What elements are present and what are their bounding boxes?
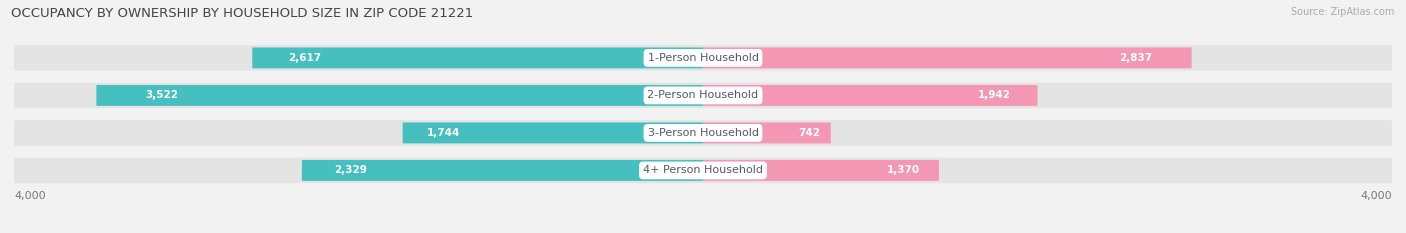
Text: 2-Person Household: 2-Person Household xyxy=(647,90,759,100)
FancyBboxPatch shape xyxy=(252,48,703,68)
FancyBboxPatch shape xyxy=(703,48,1192,68)
FancyBboxPatch shape xyxy=(14,158,1392,183)
Text: 4+ Person Household: 4+ Person Household xyxy=(643,165,763,175)
FancyBboxPatch shape xyxy=(302,160,703,181)
FancyBboxPatch shape xyxy=(703,160,939,181)
Text: 742: 742 xyxy=(799,128,821,138)
FancyBboxPatch shape xyxy=(97,85,703,106)
Text: 3,522: 3,522 xyxy=(145,90,179,100)
FancyBboxPatch shape xyxy=(14,83,1392,108)
FancyBboxPatch shape xyxy=(703,85,1038,106)
FancyBboxPatch shape xyxy=(402,123,703,143)
Text: Source: ZipAtlas.com: Source: ZipAtlas.com xyxy=(1291,7,1395,17)
Text: 2,617: 2,617 xyxy=(288,53,322,63)
Text: 1-Person Household: 1-Person Household xyxy=(648,53,758,63)
Text: 3-Person Household: 3-Person Household xyxy=(648,128,758,138)
FancyBboxPatch shape xyxy=(703,123,831,143)
Text: OCCUPANCY BY OWNERSHIP BY HOUSEHOLD SIZE IN ZIP CODE 21221: OCCUPANCY BY OWNERSHIP BY HOUSEHOLD SIZE… xyxy=(11,7,474,20)
Text: 1,370: 1,370 xyxy=(887,165,920,175)
Text: 1,744: 1,744 xyxy=(426,128,460,138)
Text: 2,837: 2,837 xyxy=(1119,53,1153,63)
FancyBboxPatch shape xyxy=(14,45,1392,71)
Text: 1,942: 1,942 xyxy=(977,90,1011,100)
Text: 4,000: 4,000 xyxy=(1361,191,1392,201)
Text: 4,000: 4,000 xyxy=(14,191,45,201)
Text: 2,329: 2,329 xyxy=(335,165,367,175)
FancyBboxPatch shape xyxy=(14,120,1392,146)
